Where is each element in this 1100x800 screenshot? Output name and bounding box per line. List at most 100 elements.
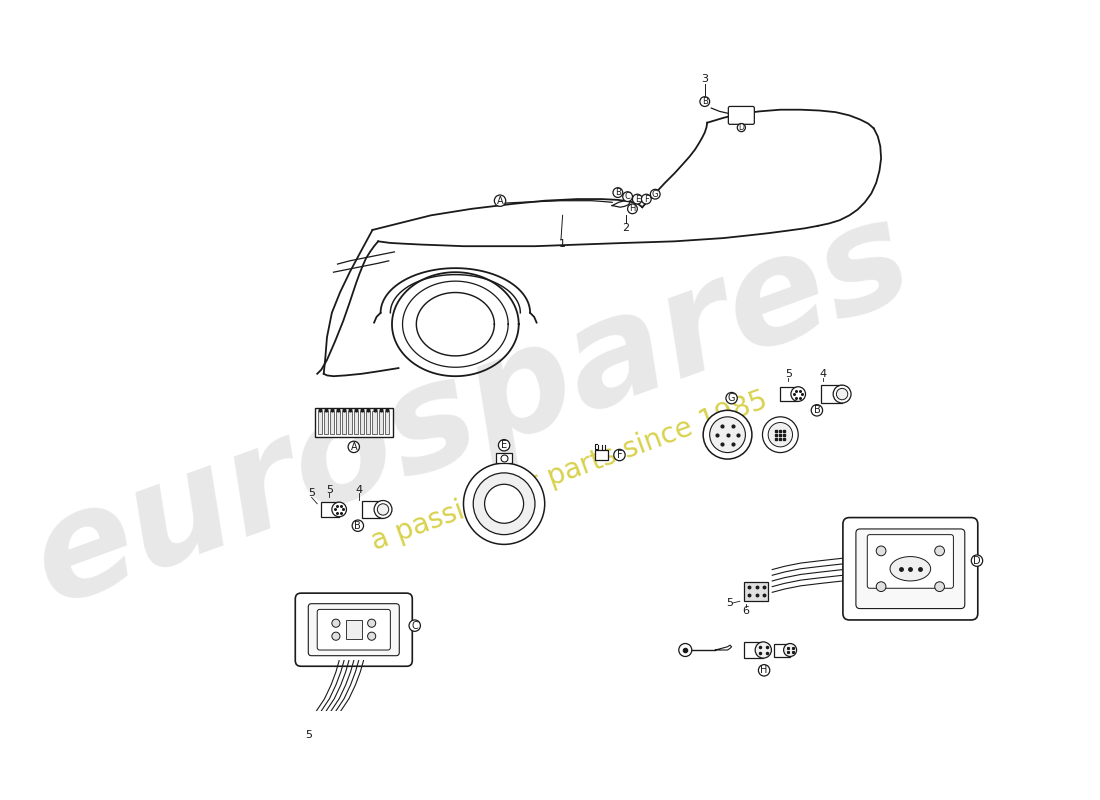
- Circle shape: [463, 463, 544, 544]
- Circle shape: [710, 417, 746, 453]
- Circle shape: [473, 473, 535, 534]
- Text: A: A: [351, 442, 358, 452]
- FancyBboxPatch shape: [295, 593, 412, 666]
- Circle shape: [613, 188, 623, 198]
- Ellipse shape: [791, 386, 805, 402]
- Bar: [342, 411, 346, 434]
- Circle shape: [726, 393, 737, 404]
- Text: 1: 1: [559, 238, 566, 249]
- Text: H: H: [629, 204, 636, 214]
- Text: 3: 3: [702, 74, 708, 84]
- Circle shape: [332, 632, 340, 640]
- Bar: [323, 411, 328, 434]
- FancyBboxPatch shape: [843, 518, 978, 620]
- Circle shape: [679, 643, 692, 657]
- Circle shape: [703, 410, 752, 459]
- Bar: [744, 582, 768, 602]
- Circle shape: [877, 582, 886, 591]
- Text: B: B: [814, 406, 821, 415]
- Circle shape: [332, 619, 340, 627]
- FancyBboxPatch shape: [856, 529, 965, 609]
- Circle shape: [485, 484, 524, 523]
- Text: B: B: [702, 97, 707, 106]
- FancyBboxPatch shape: [308, 604, 399, 656]
- Circle shape: [498, 439, 509, 451]
- Ellipse shape: [833, 385, 851, 403]
- FancyBboxPatch shape: [317, 610, 390, 650]
- Circle shape: [700, 97, 710, 106]
- Circle shape: [971, 555, 982, 566]
- Circle shape: [935, 582, 945, 591]
- Bar: [595, 450, 608, 460]
- Circle shape: [352, 520, 363, 531]
- Ellipse shape: [377, 504, 388, 515]
- Circle shape: [758, 665, 770, 676]
- Text: B: B: [615, 188, 620, 197]
- Bar: [354, 411, 359, 434]
- Ellipse shape: [332, 502, 346, 517]
- Bar: [362, 501, 383, 518]
- Circle shape: [632, 194, 642, 204]
- Text: B: B: [354, 521, 361, 530]
- Bar: [385, 411, 388, 434]
- Bar: [361, 411, 364, 434]
- Circle shape: [935, 546, 945, 556]
- Ellipse shape: [836, 388, 848, 400]
- Text: D: D: [738, 123, 745, 132]
- FancyBboxPatch shape: [867, 534, 954, 588]
- Bar: [821, 385, 843, 403]
- Bar: [496, 454, 513, 463]
- Text: C: C: [625, 192, 630, 201]
- Bar: [744, 642, 763, 658]
- Text: 5: 5: [308, 488, 315, 498]
- Bar: [321, 502, 339, 517]
- Text: H: H: [760, 666, 768, 675]
- Ellipse shape: [756, 642, 771, 658]
- Bar: [309, 713, 332, 727]
- Text: 4: 4: [356, 485, 363, 495]
- Text: 5: 5: [326, 485, 333, 495]
- Bar: [345, 620, 362, 639]
- Bar: [336, 411, 340, 434]
- Text: 5: 5: [726, 598, 734, 608]
- Bar: [378, 411, 383, 434]
- Text: A: A: [497, 196, 504, 206]
- Circle shape: [768, 422, 792, 447]
- Circle shape: [762, 417, 799, 453]
- Circle shape: [650, 190, 660, 199]
- Text: 2: 2: [623, 223, 629, 234]
- Bar: [318, 411, 321, 434]
- Circle shape: [811, 405, 823, 416]
- Circle shape: [623, 192, 632, 202]
- Bar: [348, 411, 352, 434]
- Bar: [373, 411, 376, 434]
- Ellipse shape: [374, 501, 392, 518]
- Text: D: D: [974, 556, 981, 566]
- Ellipse shape: [324, 713, 339, 727]
- Text: G: G: [728, 393, 735, 403]
- Text: 6: 6: [742, 606, 750, 616]
- Bar: [366, 411, 371, 434]
- Text: F: F: [644, 194, 649, 203]
- Text: E: E: [635, 194, 640, 203]
- Bar: [330, 411, 334, 434]
- FancyBboxPatch shape: [728, 106, 755, 124]
- Circle shape: [641, 194, 651, 204]
- Text: C: C: [411, 621, 418, 630]
- Circle shape: [348, 441, 360, 453]
- Circle shape: [737, 123, 746, 132]
- Circle shape: [877, 546, 886, 556]
- Ellipse shape: [783, 643, 796, 657]
- Circle shape: [628, 204, 637, 214]
- Bar: [315, 408, 393, 437]
- Text: 5: 5: [306, 730, 312, 740]
- Circle shape: [367, 632, 376, 640]
- Circle shape: [367, 619, 376, 627]
- Circle shape: [494, 195, 506, 206]
- Text: G: G: [652, 190, 659, 198]
- Text: E: E: [500, 440, 507, 450]
- Ellipse shape: [890, 557, 931, 581]
- Text: 5: 5: [785, 369, 792, 378]
- Text: eurospares: eurospares: [14, 186, 929, 634]
- Text: F: F: [617, 450, 623, 460]
